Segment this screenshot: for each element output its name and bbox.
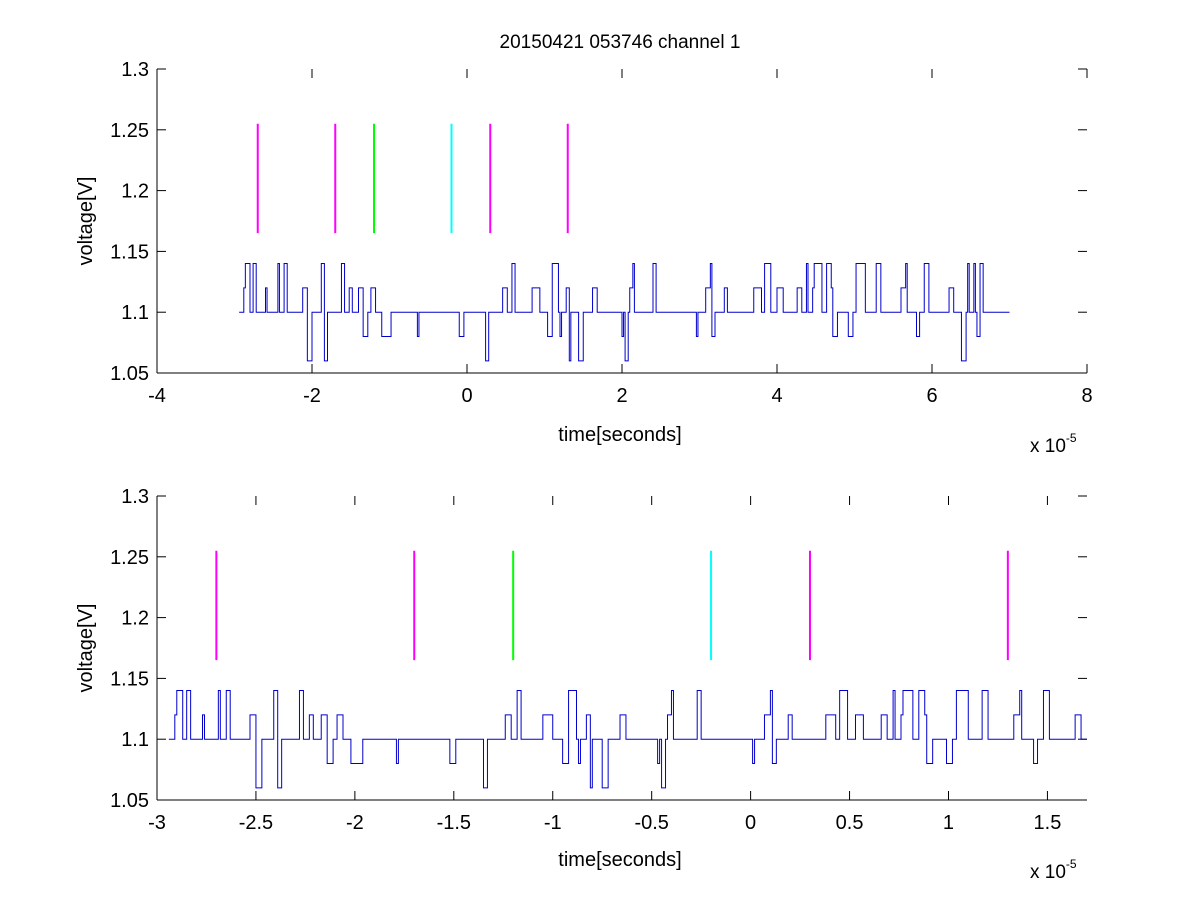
top-event-markers [256, 123, 569, 234]
top-x-tick-label: 4 [771, 385, 782, 407]
top-signal-line [239, 263, 1010, 362]
top-y-tick-label: 1.25 [110, 120, 149, 142]
bottom-x-tick-label: 1 [943, 812, 954, 834]
top-y-tick-label: 1.05 [110, 363, 149, 385]
bottom-signal-line [168, 690, 1087, 789]
top-x-tick-label: 0 [461, 385, 472, 407]
bottom-x-multiplier-base: x 10 [1030, 862, 1066, 883]
top-y-tick-label: 1.3 [121, 59, 149, 81]
bottom-y-tick-label: 1.15 [110, 668, 149, 690]
bottom-y-tick-label: 1.2 [121, 608, 149, 630]
bottom-y-tick-label: 1.1 [121, 729, 149, 751]
bottom-x-tick-label: -2 [346, 812, 364, 834]
bottom-subplot: 1.05 1.1 1.15 1.2 1.25 1.3 -3 -2.5 -2 -1.5 -1 -0.5 0… [75, 486, 1087, 883]
bottom-x-tick-label: 1.5 [1034, 812, 1062, 834]
top-y-axis-label: voltage[V] [75, 177, 97, 266]
bottom-event-markers [215, 550, 1009, 661]
bottom-x-multiplier-exp: -5 [1066, 857, 1077, 871]
top-signal-series [239, 263, 1010, 362]
top-x-tick-label: 8 [1081, 385, 1092, 407]
top-x-axis-label: time[seconds] [558, 424, 681, 446]
top-subplot: 1.05 1.1 1.15 1.2 1.25 1.3 -4 -2 0 2 4 6 8 time[seco… [75, 59, 1093, 457]
bottom-signal-series [168, 690, 1087, 789]
bottom-y-tick-label: 1.05 [110, 790, 149, 812]
top-y-tick-label: 1.15 [110, 241, 149, 263]
top-x-tick-label: -4 [148, 385, 166, 407]
bottom-x-tick-label: -2.5 [239, 812, 273, 834]
bottom-y-tick-label: 1.25 [110, 547, 149, 569]
bottom-y-tick-label: 1.3 [121, 486, 149, 508]
top-axis-ticks: 1.05 1.1 1.15 1.2 1.25 1.3 -4 -2 0 2 4 6 8 [110, 59, 1093, 407]
top-x-multiplier-exp: -5 [1066, 431, 1077, 445]
bottom-x-tick-label: -1.5 [437, 812, 471, 834]
top-y-tick-label: 1.2 [121, 181, 149, 203]
top-x-tick-label: -2 [303, 385, 321, 407]
top-x-multiplier: x 10-5 [1030, 431, 1077, 457]
bottom-x-tick-label: -0.5 [634, 812, 668, 834]
bottom-x-axis-label: time[seconds] [558, 849, 681, 871]
top-x-tick-label: 2 [616, 385, 627, 407]
bottom-x-tick-label: -3 [148, 812, 166, 834]
bottom-x-tick-label: 0.5 [836, 812, 864, 834]
top-x-tick-label: 6 [926, 385, 937, 407]
top-x-multiplier-base: x 10 [1030, 436, 1066, 457]
bottom-x-tick-label: 0 [745, 812, 756, 834]
figure-title: 20150421 053746 channel 1 [500, 32, 741, 53]
top-y-tick-label: 1.1 [121, 302, 149, 324]
bottom-x-tick-label: -1 [544, 812, 562, 834]
bottom-axis-ticks: 1.05 1.1 1.15 1.2 1.25 1.3 -3 -2.5 -2 -1.5 -1 -0.5 0… [110, 486, 1087, 834]
bottom-x-multiplier: x 10-5 [1030, 857, 1077, 883]
bottom-y-axis-label: voltage[V] [75, 604, 97, 693]
